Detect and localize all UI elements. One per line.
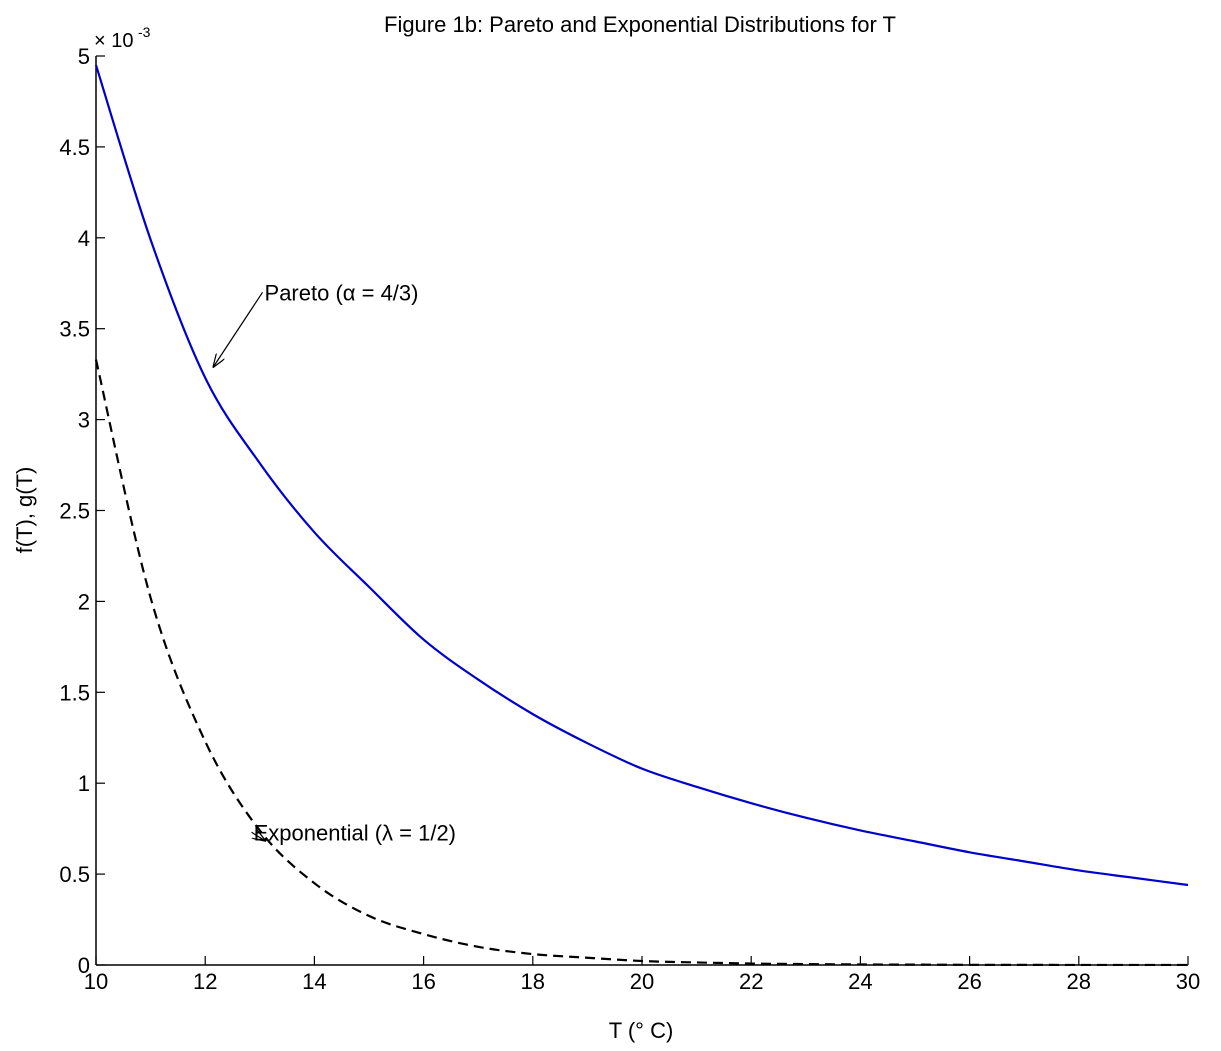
- x-tick-label: 10: [84, 969, 108, 994]
- x-tick-label: 14: [302, 969, 326, 994]
- x-axis-label: T (° C): [609, 1018, 674, 1043]
- x-tick-label: 30: [1176, 969, 1200, 994]
- x-tick-label: 28: [1067, 969, 1091, 994]
- y-axis-label: f(T), g(T): [12, 467, 37, 554]
- pareto-series-line: [94, 64, 1189, 887]
- y-tick-label: 2: [78, 589, 90, 614]
- pareto-annotation-label: Pareto (α = 4/3): [265, 280, 419, 305]
- y-tick-label: 2.5: [59, 499, 90, 524]
- x-tick-label: 24: [848, 969, 872, 994]
- y-tick-label: 5: [78, 44, 90, 69]
- y-ticks: 0 0.5 1 1.5 2 2.5 3 3.5 4 4.5 5: [59, 44, 105, 978]
- pareto-annotation-arrow: [213, 292, 264, 367]
- exponential-annotation-label: Exponential (λ = 1/2): [254, 820, 456, 845]
- y-tick-label: 1.5: [59, 680, 90, 705]
- exponential-annotation-arrow: [251, 832, 266, 841]
- x-tick-label: 22: [739, 969, 763, 994]
- x-tick-label: 26: [957, 969, 981, 994]
- chart-title: Figure 1b: Pareto and Exponential Distri…: [384, 12, 896, 37]
- y-tick-label: 4: [78, 226, 90, 251]
- annotations: Pareto (α = 4/3) Exponential (λ = 1/2): [213, 280, 456, 845]
- x-ticks: 10 12 14 16 18 20 22 24 26 28 30: [84, 956, 1200, 994]
- exponential-series-line: [94, 359, 1189, 967]
- x-tick-label: 20: [630, 969, 654, 994]
- y-axis-multiplier: × 10 -3: [94, 24, 151, 52]
- y-tick-label: 0.5: [59, 862, 90, 887]
- plot-area: 10 12 14 16 18 20 22 24 26 28 30 0 0.5 1 1.5 2 2.5 3 3.5 4…: [59, 44, 1200, 994]
- x-tick-label: 12: [193, 969, 217, 994]
- x-tick-label: 18: [521, 969, 545, 994]
- y-tick-label: 1: [78, 771, 90, 796]
- y-axis-multiplier-exponent: -3: [138, 24, 151, 40]
- y-tick-label: 3: [78, 408, 90, 433]
- y-axis-multiplier-base: × 10: [94, 30, 133, 52]
- y-tick-label: 3.5: [59, 317, 90, 342]
- series-group: [94, 64, 1189, 967]
- y-tick-label: 0: [78, 953, 90, 978]
- y-tick-label: 4.5: [59, 135, 90, 160]
- x-tick-label: 16: [411, 969, 435, 994]
